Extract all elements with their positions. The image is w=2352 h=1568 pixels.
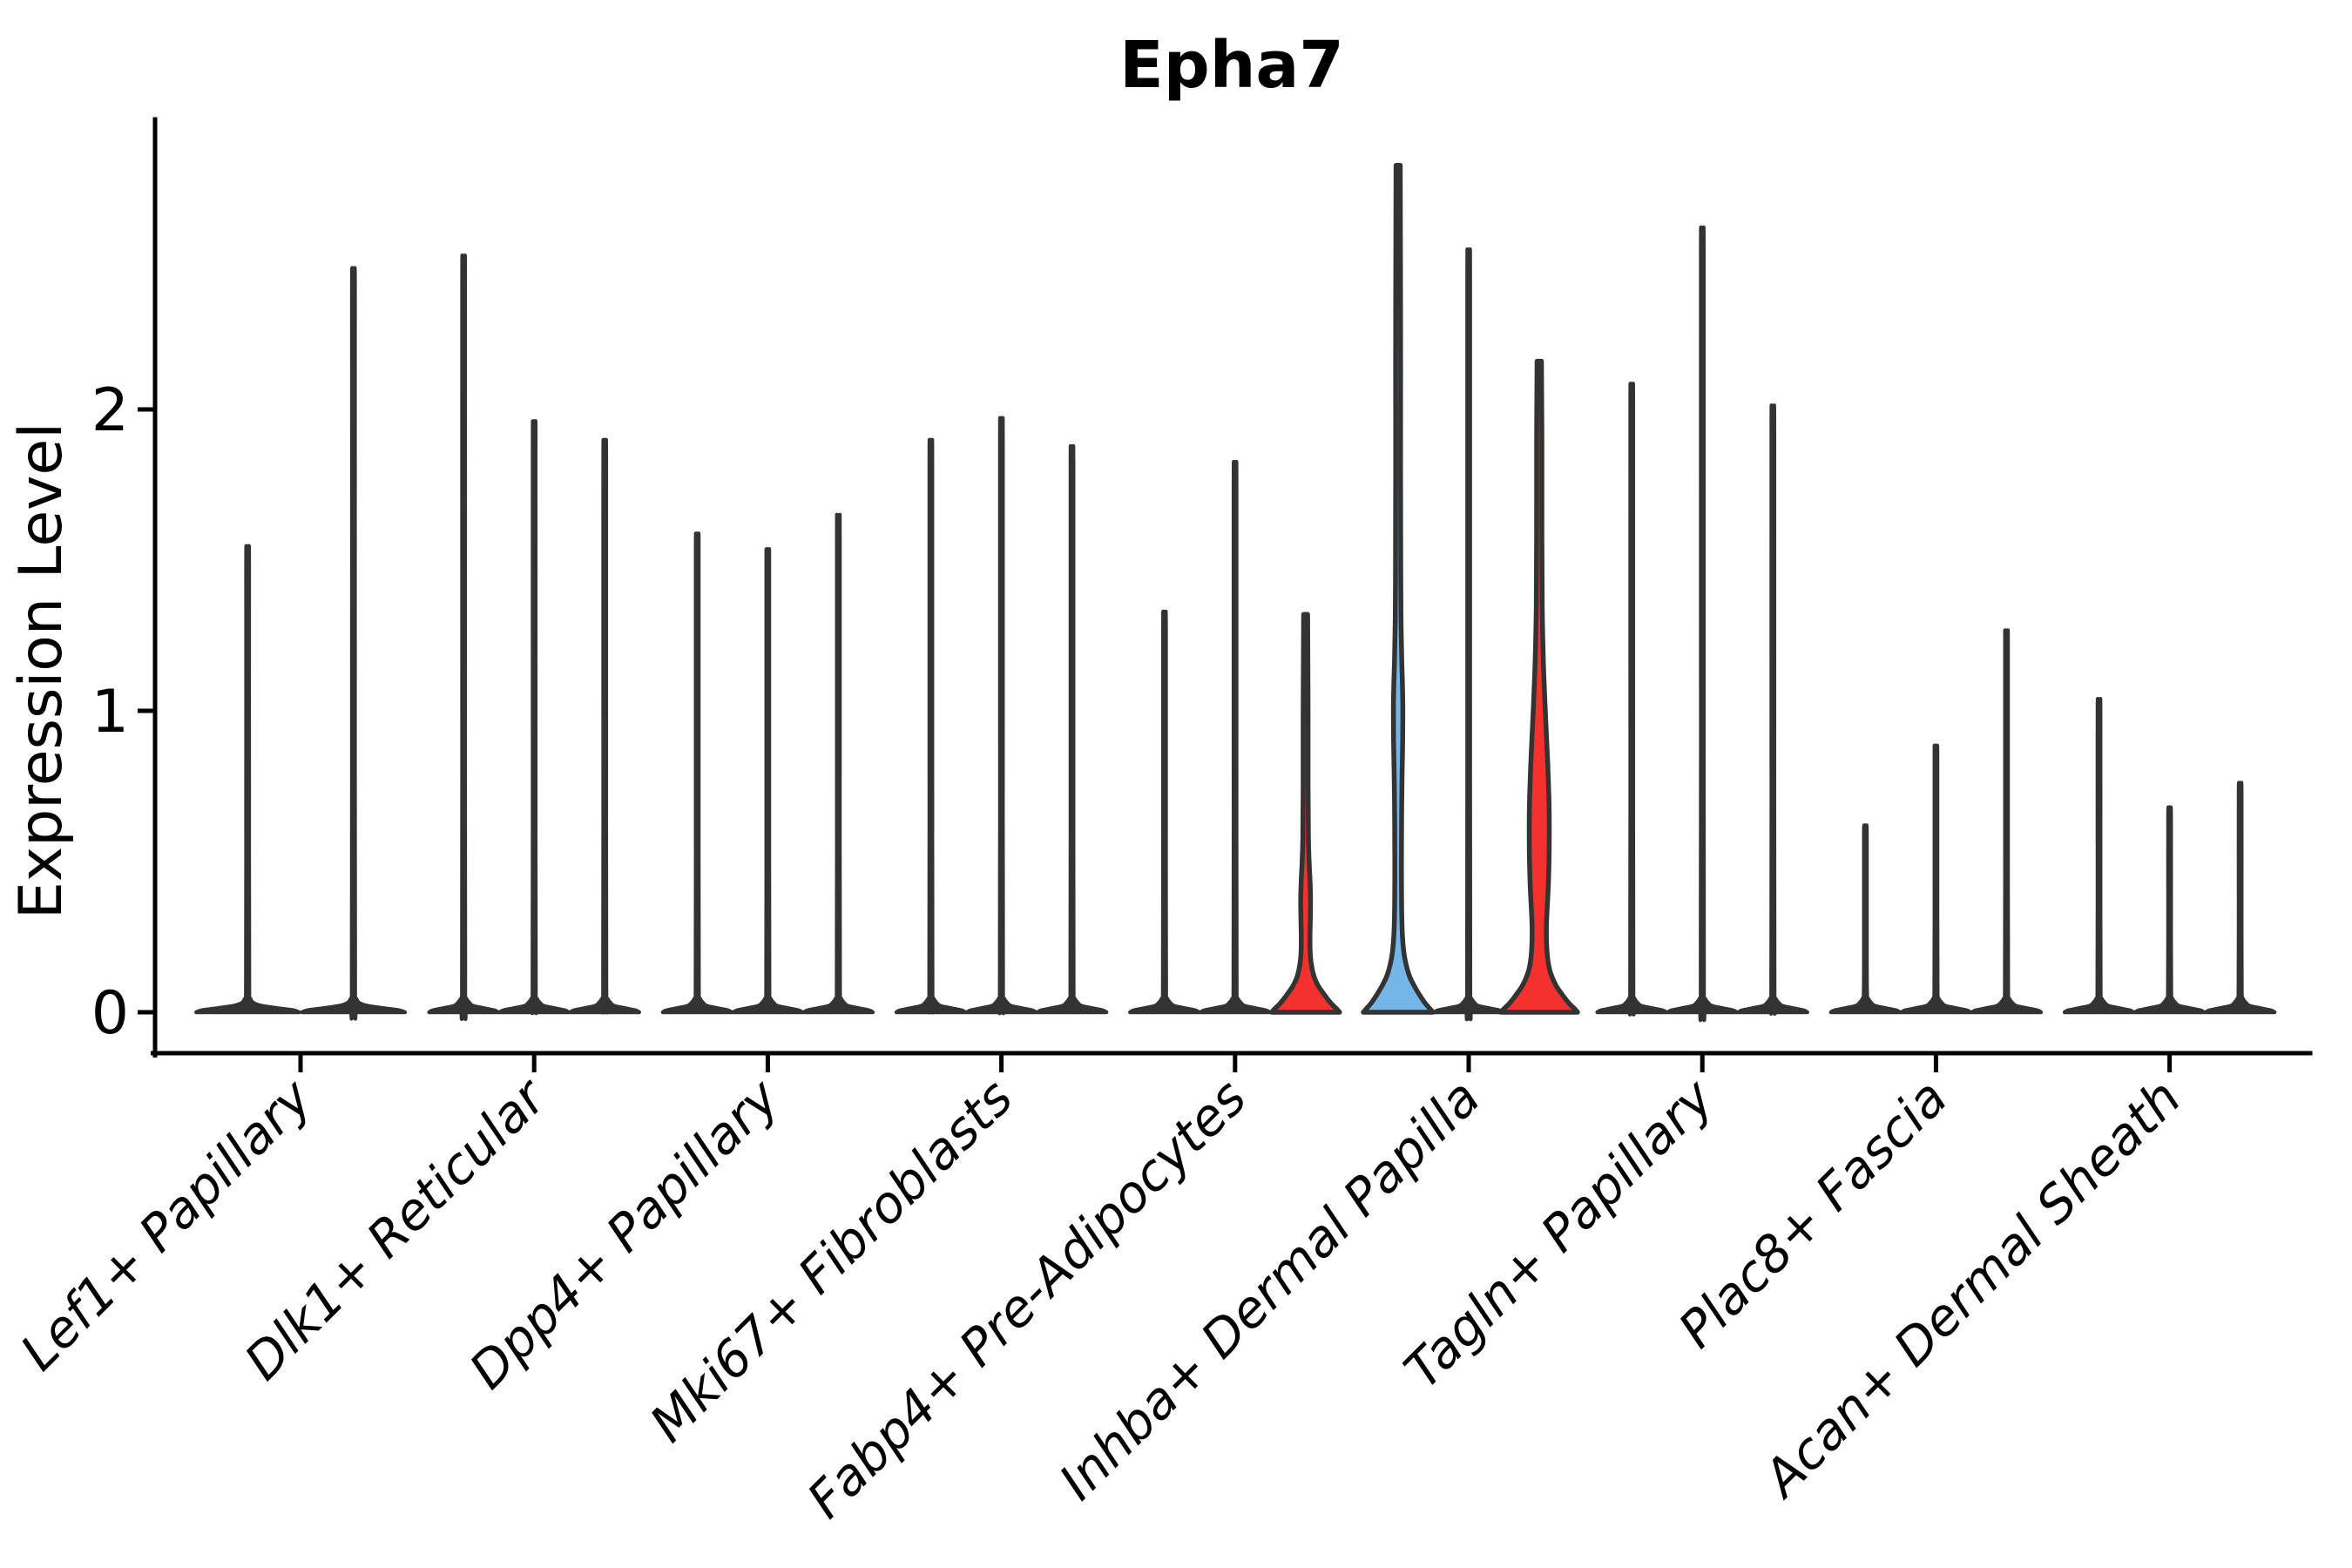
violin-9-3 — [2203, 781, 2277, 1015]
violin-4-1 — [894, 437, 968, 1015]
violin-4-3 — [1035, 443, 1109, 1015]
violin-5-2 — [1199, 459, 1272, 1015]
violins-layer — [194, 162, 2277, 1023]
violin-8-1 — [1828, 823, 1903, 1015]
violin-3-3 — [801, 512, 875, 1015]
violin-9-2 — [2132, 805, 2207, 1015]
y-tick-label: 0 — [91, 979, 129, 1048]
violin-1-1 — [194, 544, 301, 1015]
violin-8-2 — [1899, 743, 1973, 1015]
violin-7-1 — [1595, 382, 1668, 1017]
violin-4-2 — [964, 416, 1038, 1016]
x-tick-label-6: Inhba+ Dermal Papilla — [1048, 1068, 1491, 1511]
violin-8-3 — [1970, 628, 2044, 1015]
violin-6-1 — [1361, 162, 1436, 1015]
violin-2-3 — [568, 437, 641, 1015]
violin-9-1 — [2062, 697, 2136, 1015]
violin-6-2 — [1432, 247, 1505, 1022]
y-tick-label: 1 — [91, 678, 129, 747]
violin-6-3 — [1498, 358, 1580, 1015]
violin-7-2 — [1666, 226, 1739, 1023]
violin-7-3 — [1736, 403, 1809, 1016]
violin-3-2 — [731, 547, 805, 1015]
violin-5-1 — [1128, 609, 1201, 1015]
y-axis-ticks: 0 1 2 — [91, 376, 155, 1048]
chart-title: Epha7 — [1119, 28, 1344, 103]
y-axis-label: Expression Level — [7, 422, 76, 919]
violin-1-2 — [300, 266, 408, 1021]
x-tick-label-9: Acan+ Dermal Sheath — [1750, 1068, 2193, 1511]
violin-2-1 — [427, 253, 500, 1021]
violin-2-2 — [497, 419, 571, 1016]
x-tick-label-5: Fabp4+ Pre-Adipocytes — [796, 1068, 1258, 1530]
violin-5-3 — [1269, 612, 1342, 1015]
violin-3-1 — [660, 531, 734, 1015]
y-tick-label: 2 — [91, 376, 129, 445]
